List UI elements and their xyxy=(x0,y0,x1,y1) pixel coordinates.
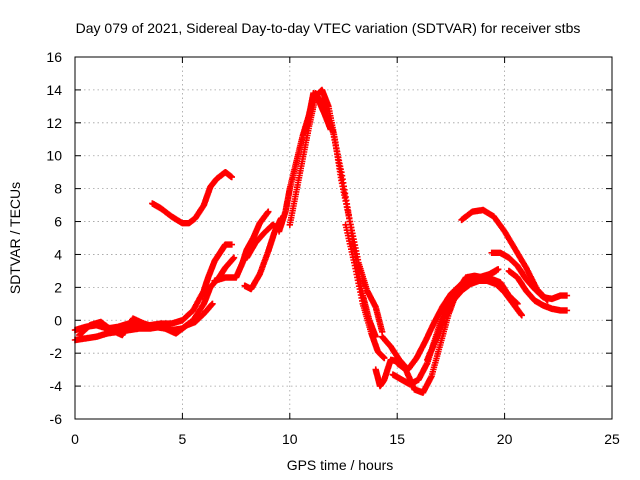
series-arc-e xyxy=(211,208,272,284)
series-arc-s xyxy=(505,267,571,314)
x-tick-label: 10 xyxy=(282,431,298,447)
data-point-markers xyxy=(342,221,388,362)
data-point-markers xyxy=(149,169,235,227)
axis-ticks xyxy=(74,56,613,420)
data-point-markers xyxy=(76,300,216,339)
y-tick-labels: -6 -4 -2 0 2 4 6 8 10 12 14 16 xyxy=(46,49,62,427)
y-tick-label: 12 xyxy=(46,115,62,131)
data-point-markers xyxy=(372,356,401,390)
series-arc-p xyxy=(424,277,525,363)
y-tick-label: 10 xyxy=(46,148,62,164)
y-tick-label: 4 xyxy=(54,246,62,262)
data-point-markers xyxy=(312,90,386,335)
y-tick-label: -4 xyxy=(50,378,63,394)
x-tick-label: 0 xyxy=(71,431,79,447)
y-axis-label: SDTVAR / TECUs xyxy=(7,182,23,294)
data-point-markers xyxy=(243,221,283,261)
x-axis-label: GPS time / hours xyxy=(287,457,394,473)
y-tick-label: 0 xyxy=(54,312,62,328)
series-arc-g xyxy=(243,221,283,261)
series-arc-d xyxy=(149,169,235,227)
series-arc-r xyxy=(488,249,571,303)
y-tick-label: -2 xyxy=(50,345,63,361)
series-arc-f xyxy=(241,215,285,293)
y-tick-label: -6 xyxy=(50,411,63,427)
plot-frame xyxy=(74,56,613,420)
data-point-markers xyxy=(241,215,285,293)
data-point-markers xyxy=(505,267,571,314)
x-tick-labels: 0 5 10 15 20 25 xyxy=(71,431,620,447)
data-point-markers xyxy=(488,249,571,303)
series-arc-j xyxy=(312,90,386,335)
series-arc-l xyxy=(372,356,401,390)
y-tick-label: 14 xyxy=(46,82,62,98)
x-tick-label: 20 xyxy=(497,431,513,447)
y-tick-label: 8 xyxy=(54,181,62,197)
data-point-markers xyxy=(211,208,272,284)
x-tick-label: 5 xyxy=(179,431,187,447)
x-tick-label: 15 xyxy=(389,431,405,447)
data-series xyxy=(71,86,571,396)
y-tick-label: 6 xyxy=(54,214,62,230)
chart-title: Day 079 of 2021, Sidereal Day-to-day VTE… xyxy=(76,20,581,36)
y-tick-label: 16 xyxy=(46,49,62,65)
data-point-markers xyxy=(424,277,525,363)
series-arc-c xyxy=(76,300,216,339)
series-arc-k xyxy=(342,221,388,362)
y-tick-label: 2 xyxy=(54,279,62,295)
grid xyxy=(75,57,612,419)
x-tick-label: 25 xyxy=(604,431,620,447)
